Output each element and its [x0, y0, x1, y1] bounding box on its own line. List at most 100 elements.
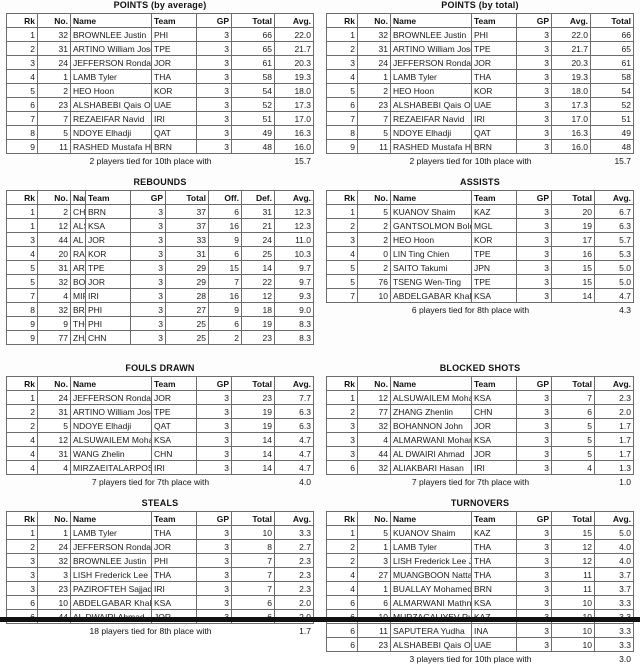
cell-team: BRN: [471, 581, 517, 596]
col-header-no: No.: [37, 376, 71, 391]
col-header-name: Name: [70, 376, 152, 391]
cell-gp: 3: [516, 41, 552, 56]
cell-rk: 7: [6, 111, 38, 126]
cell-team: KSA: [471, 432, 517, 447]
col-header-team: Team: [471, 13, 517, 28]
cell-rk: 3: [326, 446, 358, 461]
cell-gp: 3: [516, 432, 552, 447]
cell-avg: 2.3: [274, 567, 314, 582]
cell-total: 29: [165, 274, 209, 289]
cell-avg: 16.3: [274, 125, 314, 140]
cell-no: 1: [37, 525, 71, 540]
cell-team: THA: [471, 553, 517, 568]
cell-no: 4: [37, 460, 71, 475]
stat-title-steals: STEALS: [141, 498, 179, 508]
cell-gp: 3: [516, 418, 552, 433]
cell-no: 31: [37, 404, 71, 419]
col-header-avg: Avg.: [274, 190, 314, 205]
stat-title-turnovers: TURNOVERS: [450, 498, 510, 508]
cell-rk: 4: [6, 460, 38, 475]
cell-gp: 3: [516, 446, 552, 461]
cell-team: UAE: [151, 97, 197, 112]
cell-team: IRI: [85, 288, 131, 303]
cell-name: MUANGBOON Nattakarn: [390, 567, 472, 582]
cell-avg: 8.3: [274, 330, 314, 345]
cell-team: BRN: [471, 139, 517, 154]
cell-no: 32: [357, 418, 391, 433]
cell-gp: 3: [516, 204, 552, 219]
cell-avg: 8.3: [274, 316, 314, 331]
cell-name: ALSUWAILEM Mohammed Ibrahim H: [70, 432, 152, 447]
stat-title-blocked-shots: BLOCKED SHOTS: [439, 363, 521, 373]
cell-avg: 11.0: [274, 232, 314, 247]
cell-name: BROWNLEE Justin: [70, 27, 152, 42]
cell-name: LAMB Tyler: [70, 69, 152, 84]
cell-total: 51: [231, 111, 275, 126]
col-header-name: Name: [70, 190, 86, 205]
cell-no: 24: [37, 539, 71, 554]
cell-name: SAITO Takumi: [390, 260, 472, 275]
cell-team: KOR: [471, 83, 517, 98]
cell-no: 44: [37, 232, 71, 247]
cell-name: NDOYE Elhadji: [70, 125, 152, 140]
cell-team: KSA: [151, 595, 197, 610]
cell-avg: 5.0: [594, 274, 634, 289]
col-header-avg: Avg.: [551, 13, 591, 28]
cell-rk: 5: [326, 83, 358, 98]
tie-note-value: 15.7: [294, 156, 311, 166]
cell-no: 3: [37, 567, 71, 582]
tie-note-value: 1.7: [299, 626, 311, 636]
cell-no: 11: [37, 139, 71, 154]
cell-no: 23: [37, 97, 71, 112]
cell-team: KSA: [471, 595, 517, 610]
cell-name: KUANOV Shaim: [390, 525, 472, 540]
col-header-team: Team: [471, 376, 517, 391]
cell-total: 51: [590, 111, 634, 126]
table-row: 4 31 WANG Zhelin CHN 3 14 4.7: [6, 446, 314, 461]
cell-no: 77: [37, 330, 71, 345]
cell-name: ALSHABEBI Qais Omar Ahmed: [390, 637, 472, 652]
cell-gp: 3: [196, 97, 232, 112]
cell-gp: 3: [196, 567, 232, 582]
cell-gp: 3: [196, 418, 232, 433]
cell-rk: 5: [326, 274, 358, 289]
col-header-total: Total: [231, 13, 275, 28]
cell-name: SAPUTERA Yudha: [390, 623, 472, 638]
cell-name: JEFFERSON Rondae: [70, 55, 152, 70]
cell-total: 23: [231, 390, 275, 405]
cell-no: 76: [357, 274, 391, 289]
cell-no: 77: [357, 404, 391, 419]
cell-avg: 10.3: [274, 246, 314, 261]
cell-total: 5: [551, 446, 595, 461]
cell-rk: 3: [326, 232, 358, 247]
cell-no: 23: [357, 637, 391, 652]
cell-total: 54: [231, 83, 275, 98]
cell-gp: 3: [130, 302, 166, 317]
cell-total: 49: [590, 125, 634, 140]
table-row: 3 24 JEFFERSON Rondae JOR 3 20.3 61: [326, 55, 634, 70]
cell-avg: 2.0: [594, 404, 634, 419]
cell-rk: 7: [326, 111, 358, 126]
col-header-gp: GP: [516, 190, 552, 205]
cell-gp: 3: [516, 404, 552, 419]
cell-avg: 2.3: [274, 581, 314, 596]
table-row: 1 32 BROWNLEE Justin PHI 3 22.0 66: [326, 27, 634, 42]
cell-name: RA Guna: [70, 246, 86, 261]
stat-panel-rebounds: REBOUNDS RkNo.NameTeamGPTotalOff.Def.Avg.…: [0, 167, 320, 353]
cell-rk: 1: [6, 204, 38, 219]
cell-total: 66: [231, 27, 275, 42]
table-header-row: Rk No. Name Team GP Total Avg.: [326, 376, 634, 391]
cell-total: 19: [231, 418, 275, 433]
cell-gp: 3: [516, 232, 552, 247]
cell-def: 21: [241, 218, 275, 233]
table-row: 7 7 REZAEIFAR Navid IRI 3 51 17.0: [6, 111, 314, 126]
cell-rk: 4: [6, 246, 38, 261]
stat-table-assists: Rk No. Name Team GP Total Avg. 1 5 KUANOV Shaim KA…: [326, 190, 634, 303]
cell-gp: 3: [196, 111, 232, 126]
cell-gp: 3: [196, 41, 232, 56]
